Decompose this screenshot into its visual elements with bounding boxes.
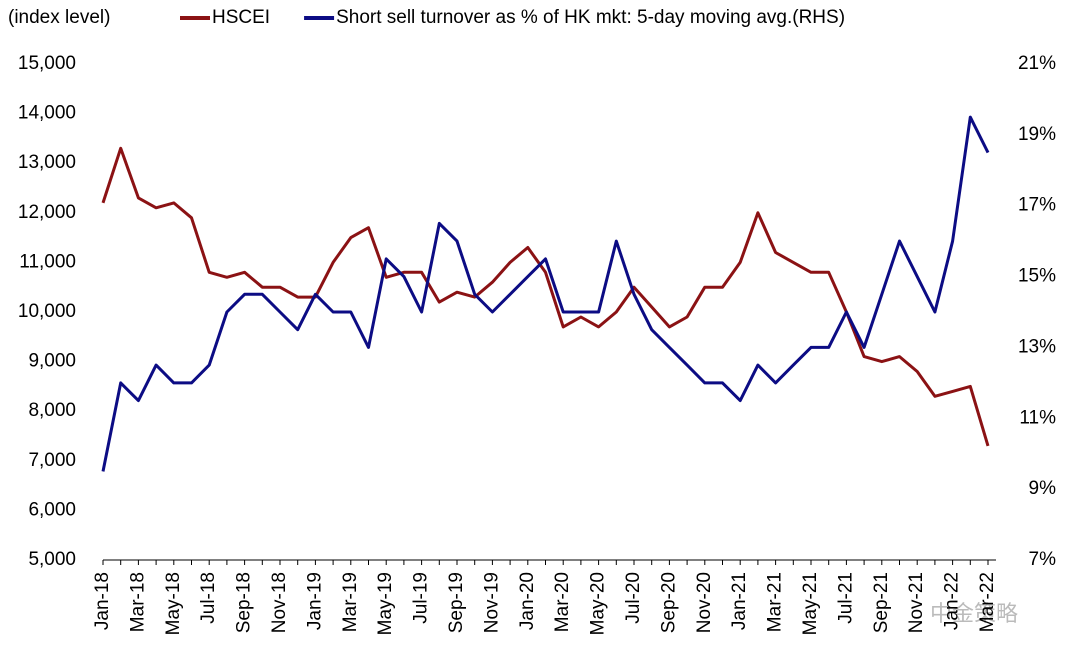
x-tick-label: Jul-21	[835, 572, 856, 624]
x-tick-label: Jan-19	[304, 572, 325, 630]
y2-tick-label: 13%	[1018, 336, 1056, 357]
x-tick-label: May-21	[800, 572, 821, 635]
y-tick-label: 11,000	[19, 251, 76, 272]
x-tick-label: Jan-18	[92, 572, 113, 630]
x-tick-label: Mar-21	[765, 572, 786, 632]
y-tick-label: 7,000	[28, 450, 76, 471]
x-tick-label: Sep-21	[871, 572, 892, 633]
y2-tick-label: 19%	[1018, 124, 1056, 145]
y-tick-label: 10,000	[18, 301, 76, 322]
series-line	[101, 115, 990, 472]
y-tick-label: 6,000	[28, 499, 76, 520]
y-tick-label: 5,000	[28, 549, 76, 570]
x-tick-label: Sep-19	[446, 572, 467, 633]
y-tick-label: 9,000	[28, 351, 76, 372]
y-tick-label: 8,000	[28, 400, 76, 421]
legend-label: HSCEI	[212, 7, 270, 28]
legend-label: Short sell turnover as % of HK mkt: 5-da…	[336, 7, 845, 28]
y-tick-label: 13,000	[18, 152, 76, 173]
x-tick-label: Mar-20	[552, 572, 573, 632]
y-tick-label: 15,000	[18, 53, 76, 74]
y-tick-label: 12,000	[18, 202, 76, 223]
y2-tick-label: 21%	[1018, 53, 1056, 74]
series-line	[101, 146, 990, 447]
y2-tick-label: 7%	[1029, 549, 1057, 570]
x-tick-label: Mar-19	[340, 572, 361, 632]
x-tick-label: May-20	[588, 572, 609, 635]
x-tick-label: Jan-22	[942, 572, 963, 630]
x-tick-label: Nov-18	[269, 572, 290, 633]
x-tick-label: May-18	[163, 572, 184, 635]
x-tick-label: Sep-18	[234, 572, 255, 633]
y-axis-label: (index level)	[8, 7, 110, 28]
x-tick-label: Nov-20	[694, 572, 715, 633]
x-tick-label: Jan-20	[517, 572, 538, 630]
x-tick-label: Jul-19	[411, 572, 432, 624]
y2-tick-label: 11%	[1019, 407, 1056, 428]
y2-tick-label: 15%	[1018, 266, 1056, 287]
x-tick-label: Jan-21	[729, 572, 750, 630]
x-tick-label: Nov-19	[481, 572, 502, 633]
y-tick-label: 14,000	[18, 103, 76, 124]
y2-tick-label: 9%	[1029, 478, 1057, 499]
x-tick-label: Jul-18	[198, 572, 219, 624]
watermark: 中金策略	[930, 601, 1018, 626]
x-tick-label: May-19	[375, 572, 396, 635]
x-tick-label: Mar-22	[977, 572, 998, 632]
x-tick-label: Mar-18	[127, 572, 148, 632]
x-tick-label: Sep-20	[658, 572, 679, 633]
y2-tick-label: 17%	[1018, 195, 1056, 216]
x-tick-label: Jul-20	[623, 572, 644, 624]
x-tick-label: Nov-21	[906, 572, 927, 633]
